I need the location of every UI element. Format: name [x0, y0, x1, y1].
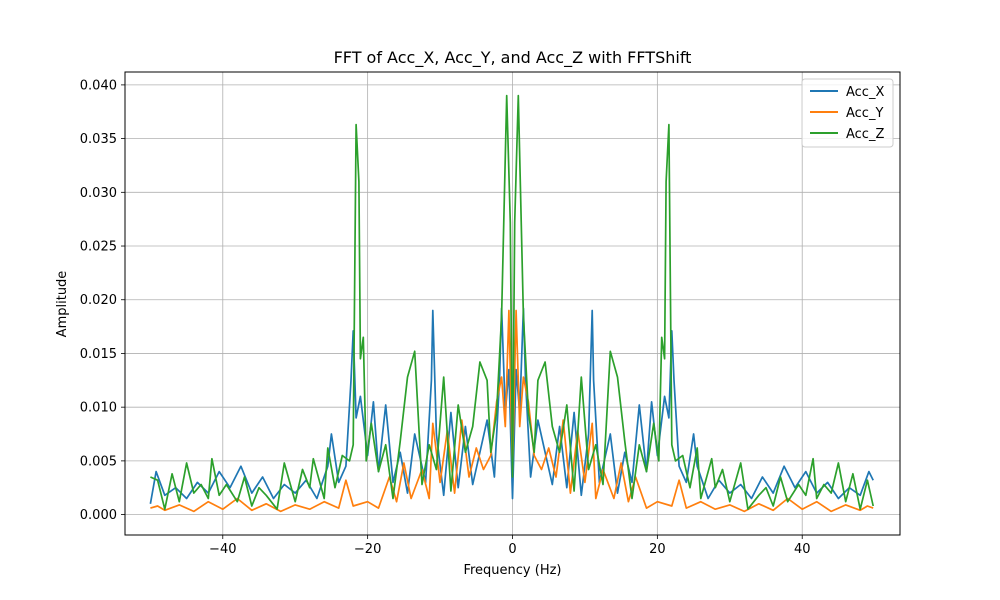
y-tick-label: 0.020 [80, 293, 117, 308]
x-tick-label: 20 [649, 542, 666, 557]
y-tick-label: 0.015 [80, 347, 117, 362]
series-line-acc-z [150, 94, 875, 511]
chart-title: FFT of Acc_X, Acc_Y, and Acc_Z with FFTS… [334, 48, 692, 68]
y-tick-label: 0.030 [80, 186, 117, 201]
legend-label-acc-x: Acc_X [846, 85, 884, 100]
grid-lines [125, 72, 900, 535]
y-tick-label: 0.035 [80, 132, 117, 147]
y-tick-label: 0.025 [80, 240, 117, 255]
x-tick-label: −20 [354, 542, 381, 557]
y-axis-label: Amplitude [55, 271, 70, 338]
legend-box [801, 78, 894, 148]
legend-label-acc-z: Acc_Z [846, 127, 884, 142]
x-axis-ticks: −40 −20 0 20 40 [209, 535, 810, 557]
x-tick-label: 0 [508, 542, 516, 557]
x-tick-label: −40 [209, 542, 236, 557]
y-axis-ticks: 0.000 0.005 0.010 0.015 0.020 0.025 0.030 0.035… [80, 78, 125, 523]
legend-label-acc-y: Acc_Y [846, 106, 883, 121]
x-tick-label: 40 [794, 542, 811, 557]
series-lines [149, 94, 875, 513]
legend: Acc_X Acc_Y Acc_Z [801, 78, 894, 148]
y-tick-label: 0.010 [80, 401, 117, 416]
y-tick-label: 0.000 [80, 508, 117, 523]
y-tick-label: 0.040 [80, 78, 117, 93]
y-tick-label: 0.005 [80, 454, 117, 469]
x-axis-label: Frequency (Hz) [463, 563, 561, 578]
